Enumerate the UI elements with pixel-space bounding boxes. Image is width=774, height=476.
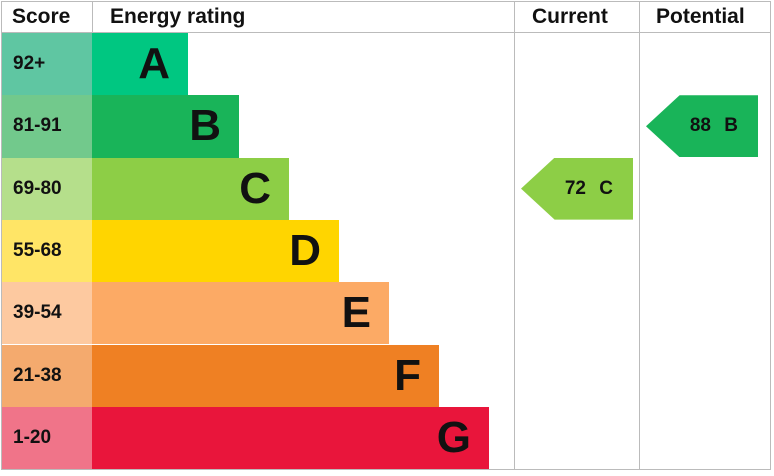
rating-bar-b: B (92, 95, 239, 158)
header-divider (2, 32, 771, 33)
right-border (770, 1, 771, 470)
score-header: Score (12, 5, 71, 28)
current-rating-arrow: 72 C (521, 157, 633, 220)
rating-bar-g: G (92, 406, 489, 470)
col-divider (639, 1, 640, 470)
rating-bar-c: C (92, 157, 289, 220)
score-cell: 81-91 (2, 95, 92, 158)
current-header: Current (532, 5, 608, 28)
score-cell: 21-38 (2, 344, 92, 407)
rating-bar-e: E (92, 282, 389, 345)
rating-header: Energy rating (110, 5, 246, 28)
score-cell: 92+ (2, 33, 92, 96)
left-border (1, 1, 2, 470)
potential-header: Potential (656, 5, 745, 28)
top-border (2, 1, 771, 2)
rating-bar-a: A (92, 33, 188, 96)
score-cell: 39-54 (2, 282, 92, 345)
score-cell: 55-68 (2, 219, 92, 283)
score-cell: 69-80 (2, 157, 92, 220)
col-divider (514, 1, 515, 470)
col-divider (92, 1, 93, 33)
rating-bar-f: F (92, 344, 439, 407)
score-cell: 1-20 (2, 406, 92, 470)
rating-bar-d: D (92, 219, 339, 283)
bottom-border (2, 469, 771, 470)
potential-rating-arrow: 88 B (646, 95, 758, 158)
